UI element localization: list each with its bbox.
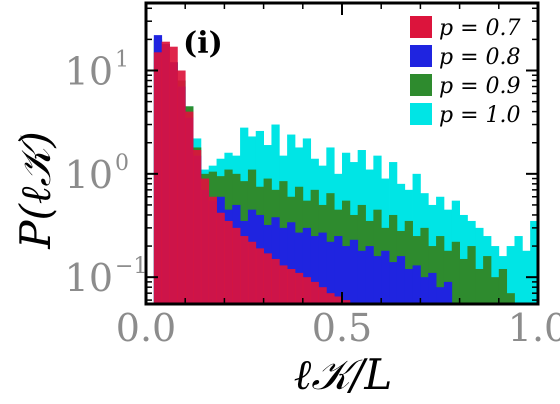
histogram-bar	[247, 241, 257, 304]
histogram-bar	[334, 296, 343, 304]
histogram-bar	[483, 256, 492, 304]
histogram-bar	[357, 250, 366, 304]
legend-label: p = 0.8	[439, 45, 521, 70]
histogram-bar	[420, 277, 429, 304]
histogram-bar	[302, 227, 312, 304]
x-tick-label: 0.5	[312, 306, 372, 350]
histogram-bar	[420, 227, 429, 304]
histogram-bar	[334, 236, 343, 304]
histogram-bar	[436, 287, 445, 304]
histogram-bar	[279, 265, 288, 304]
histogram-bar	[177, 70, 186, 304]
histogram-bar	[287, 222, 296, 304]
histogram-bar	[443, 281, 453, 304]
y-tick-exponent: 0	[115, 151, 129, 176]
series-0.7	[153, 41, 351, 305]
y-tick-label: 10	[65, 256, 113, 300]
histogram-bar	[530, 220, 539, 304]
histogram-bar	[506, 246, 515, 304]
x-axis-label: ℓ𝒦/L	[294, 350, 393, 399]
histogram-bar	[475, 268, 484, 304]
x-tick-label: 1.0	[508, 306, 560, 350]
histogram-bar	[169, 46, 178, 304]
histogram-bar	[373, 256, 382, 304]
y-tick-label: 10	[65, 49, 113, 93]
histogram-bar	[342, 300, 351, 304]
histogram-bar	[294, 232, 304, 304]
histogram-bar	[475, 227, 484, 304]
histogram-bar	[349, 239, 359, 304]
histogram-bar	[404, 268, 413, 304]
y-tick-exponent: 1	[115, 47, 129, 72]
histogram-bar	[153, 52, 163, 304]
y-axis-label: P(ℓ𝒦)	[11, 131, 60, 250]
legend-swatch	[410, 45, 432, 67]
histogram-bar	[436, 236, 445, 304]
histogram-bar	[310, 281, 319, 304]
histogram-bar	[404, 220, 413, 304]
histogram-bar	[318, 232, 327, 304]
histogram-bar	[193, 150, 202, 304]
y-tick-label: 10	[65, 153, 113, 197]
histogram-bar	[263, 253, 272, 304]
histogram-bar	[318, 287, 327, 304]
x-tick-label: 0.0	[116, 306, 176, 350]
histogram-bar	[271, 258, 280, 304]
histogram-bar	[490, 277, 500, 304]
legend-swatch	[410, 103, 432, 125]
histogram-bar	[294, 272, 304, 304]
histogram-bar	[200, 178, 210, 304]
histogram-bar	[506, 293, 515, 304]
legend-swatch	[410, 74, 432, 96]
histogram-bar	[224, 220, 233, 304]
histogram-bar	[216, 212, 225, 304]
legend: p = 0.7 p = 0.8 p = 0.9 p = 1.0	[410, 16, 521, 128]
histogram-bar	[381, 250, 390, 304]
histogram-bar	[208, 196, 217, 304]
histogram-bar	[396, 256, 406, 304]
histogram-bar	[255, 248, 264, 304]
histogram-bars	[153, 35, 539, 305]
histogram-bar	[232, 227, 241, 304]
histogram-bar	[412, 265, 421, 304]
histogram-bar	[459, 258, 468, 304]
legend-swatch	[410, 16, 432, 38]
histogram-bar	[287, 268, 296, 304]
legend-label: p = 0.7	[439, 16, 521, 41]
histogram-bar	[443, 250, 453, 304]
histogram-bar	[185, 111, 194, 305]
panel-label: (i)	[183, 26, 223, 61]
histogram-bar	[490, 246, 500, 304]
histogram-bar	[240, 236, 249, 304]
histogram-bar	[498, 268, 508, 304]
histogram-bar	[342, 246, 351, 304]
histogram-bar	[451, 241, 460, 304]
histogram-bar	[326, 241, 335, 304]
histogram-bar	[467, 246, 476, 304]
histogram-bar	[161, 41, 170, 304]
histogram-bar	[428, 272, 437, 304]
histogram-bar	[365, 246, 374, 304]
legend-label: p = 1.0	[439, 103, 521, 128]
histogram-bar	[389, 262, 398, 304]
histogram-bar	[310, 236, 319, 304]
histogram-bar	[302, 277, 312, 304]
plot-frame	[144, 1, 540, 306]
histogram-bar	[326, 293, 335, 304]
histogram-bar	[514, 236, 523, 304]
y-tick-exponent: −1	[115, 254, 147, 279]
legend-label: p = 0.9	[439, 74, 521, 99]
histogram-bar	[389, 214, 398, 304]
